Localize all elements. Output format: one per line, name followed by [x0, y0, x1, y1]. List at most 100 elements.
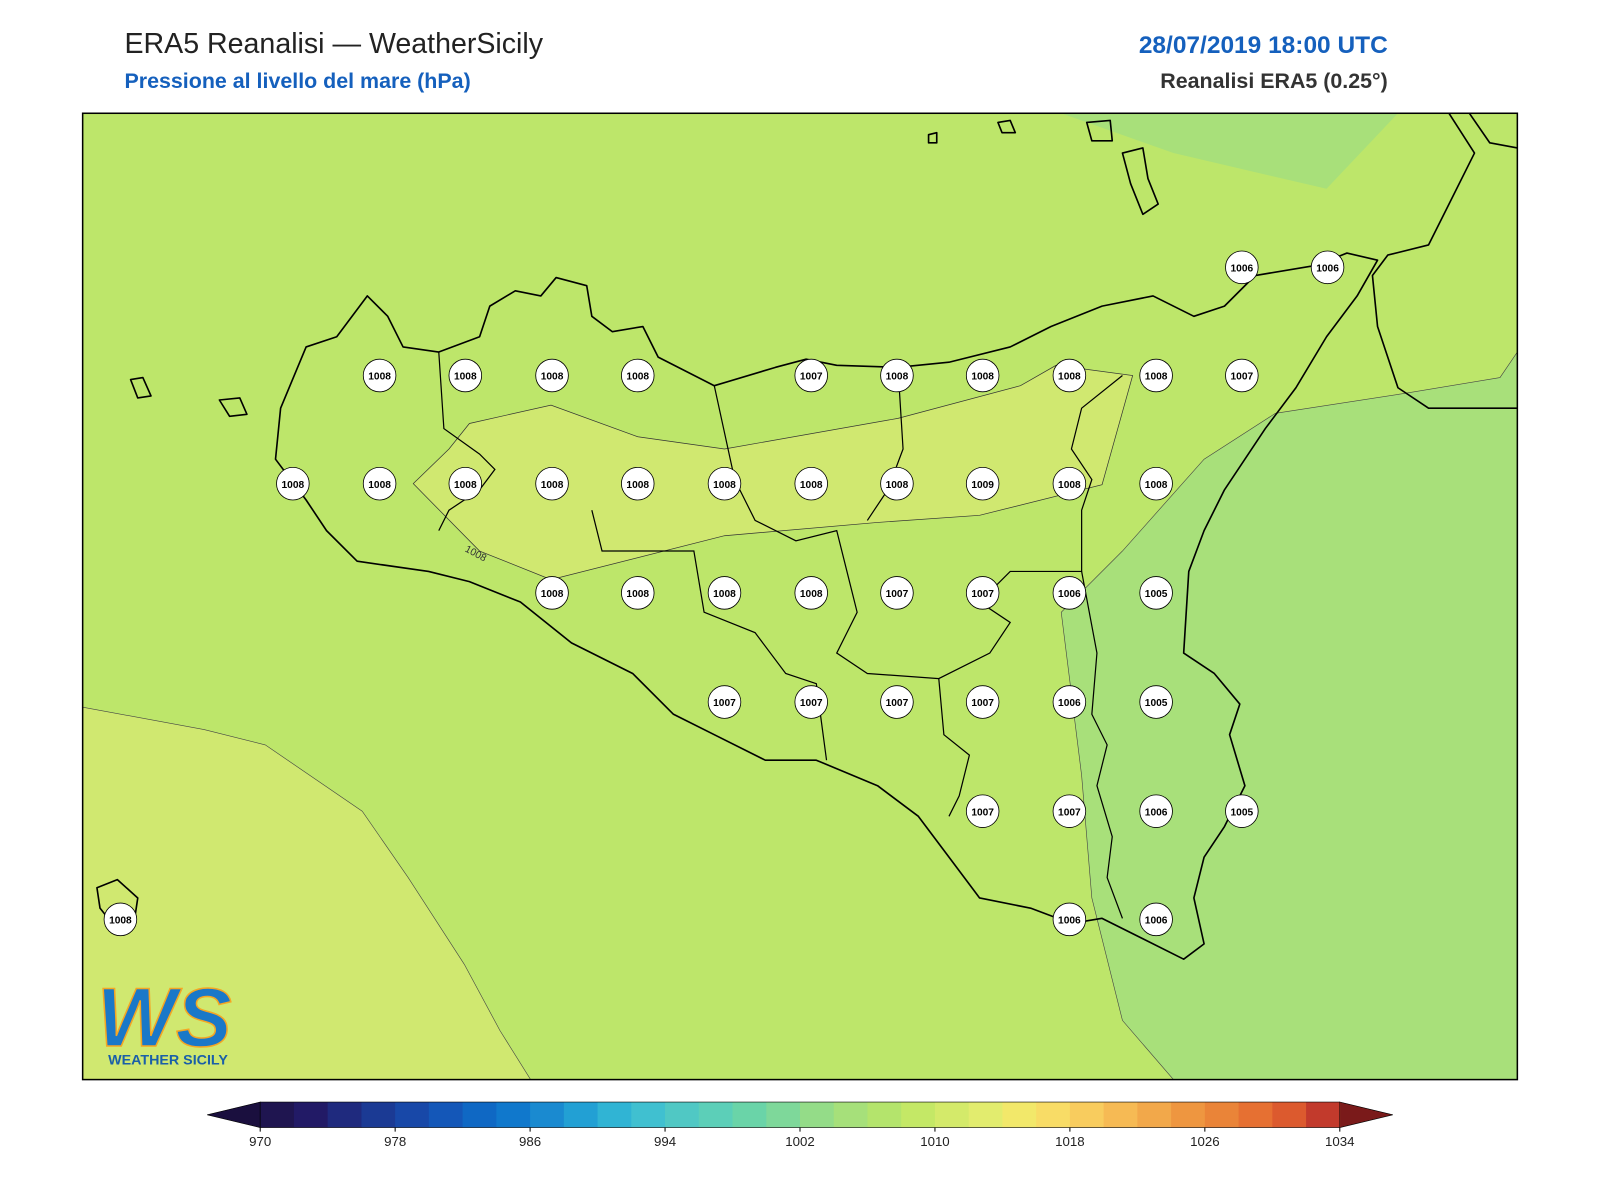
colorbar-swatch [968, 1102, 1003, 1128]
colorbar-swatch [800, 1102, 835, 1128]
station-value: 1005 [1145, 589, 1168, 600]
colorbar-tick-label: 994 [654, 1134, 676, 1149]
station-marker [1139, 358, 1173, 393]
station-marker [1052, 576, 1087, 610]
colorbar-swatch [833, 1102, 868, 1128]
colorbar-swatch [1272, 1102, 1307, 1128]
station-marker [1310, 250, 1345, 285]
station-marker [621, 358, 655, 393]
station-value: 1007 [886, 589, 909, 600]
station-value: 1008 [368, 480, 391, 491]
logo: WS WEATHER SICILY [96, 969, 232, 1068]
station-marker [880, 576, 914, 610]
datetime: 28/07/2019 18:00 UTC [1139, 32, 1388, 59]
colorbar-swatch [395, 1102, 430, 1128]
station-marker [707, 685, 742, 719]
station-value: 1008 [971, 372, 994, 383]
station-marker [1139, 794, 1173, 828]
station-value: 1008 [800, 589, 823, 600]
station-marker [794, 466, 828, 501]
coastline [274, 252, 1379, 961]
station-marker [103, 902, 138, 937]
station-value: 1007 [800, 698, 823, 709]
station-value: 1008 [454, 372, 477, 383]
title: ERA5 Reanalisi — WeatherSicily [124, 28, 543, 60]
colorbar-tick-label: 970 [249, 1134, 271, 1149]
colorbar-swatch [1069, 1102, 1105, 1128]
station-marker [362, 358, 397, 393]
colorbar-swatch [1002, 1102, 1037, 1128]
island [1085, 119, 1114, 142]
coastline [1468, 113, 1518, 149]
colorbar-swatch [293, 1102, 329, 1128]
station-value: 1008 [800, 480, 823, 491]
station-value: 1007 [1231, 372, 1254, 383]
colorbar-swatch [1238, 1102, 1273, 1128]
stations: 1006 1006 1008 1008 1008 1008 1007 1008 1008 1008… [103, 250, 1345, 937]
colorbar-swatch [462, 1102, 497, 1128]
colorbar-swatch [1103, 1102, 1138, 1128]
station-value: 1008 [886, 480, 909, 491]
station-value: 1008 [368, 372, 391, 383]
colorbar-swatch [496, 1102, 531, 1128]
station-marker [707, 466, 742, 501]
station-value: 1008 [109, 915, 132, 926]
province-border [1081, 571, 1124, 919]
colorbar-swatch [361, 1102, 396, 1128]
station-value: 1005 [1231, 807, 1254, 818]
station-marker [448, 466, 483, 501]
station-marker [965, 685, 1000, 719]
station-marker [1052, 685, 1087, 719]
colorbar: 970 978 986 994 1002 1010 1018 1026 1034 [207, 1101, 1393, 1149]
colorbar-swatch [1171, 1102, 1206, 1128]
island [997, 119, 1017, 134]
colorbar-swatch [901, 1102, 936, 1128]
colorbar-tick-label: 978 [384, 1134, 406, 1149]
station-marker [621, 576, 655, 610]
island [927, 131, 938, 144]
colorbar-swatch [563, 1102, 599, 1128]
colorbar-swatch [530, 1102, 565, 1128]
island [1121, 147, 1159, 216]
station-value: 1007 [713, 698, 736, 709]
station-marker [794, 576, 828, 610]
colorbar-swatch [867, 1102, 902, 1128]
station-marker [707, 576, 742, 610]
coastline [1371, 113, 1518, 409]
station-value: 1008 [626, 589, 649, 600]
colorbar-swatch [327, 1102, 362, 1128]
station-marker [448, 358, 483, 393]
station-marker [965, 576, 1000, 610]
station-value: 1008 [282, 480, 305, 491]
colorbar-over [1339, 1101, 1393, 1128]
station-marker [621, 466, 655, 501]
map-frame [81, 112, 1519, 1081]
station-marker [1139, 576, 1173, 610]
station-value: 1006 [1316, 263, 1339, 274]
logo-mark: WS [97, 970, 232, 1064]
station-marker [1139, 685, 1173, 719]
colorbar-swatch [260, 1102, 295, 1128]
station-value: 1008 [541, 372, 564, 383]
station-marker [794, 358, 828, 393]
station-marker [794, 685, 828, 719]
colorbar-swatch [1306, 1102, 1341, 1128]
colorbar-tick-label: 1010 [920, 1134, 949, 1149]
colorbar-swatch [665, 1102, 700, 1128]
station-marker [965, 794, 1000, 828]
station-marker [880, 466, 914, 501]
province-border [591, 510, 828, 761]
station-value: 1007 [971, 589, 994, 600]
station-value: 1008 [454, 480, 477, 491]
station-value: 1008 [1058, 480, 1081, 491]
contour-1008 [412, 364, 1134, 580]
map: 1008 [82, 113, 1518, 1080]
station-value: 1006 [1145, 807, 1168, 818]
station-marker [276, 466, 310, 501]
station-marker [1139, 466, 1173, 501]
station-marker [880, 685, 914, 719]
station-value: 1005 [1145, 698, 1168, 709]
pressure-area [693, 113, 1518, 189]
station-value: 1008 [886, 372, 909, 383]
